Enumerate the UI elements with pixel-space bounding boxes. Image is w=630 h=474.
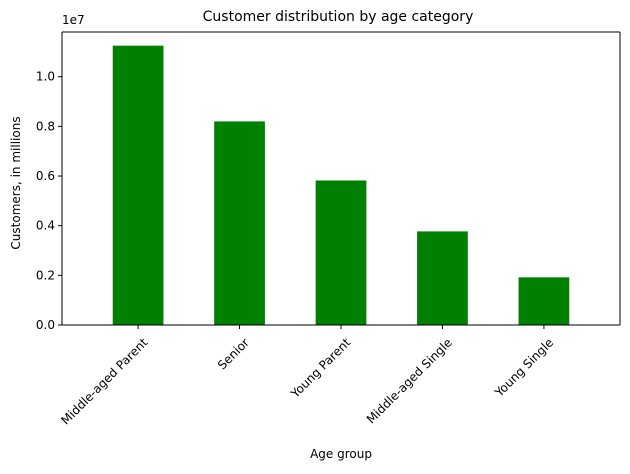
x-tick-label-1: Senior — [215, 335, 252, 372]
bar-0 — [112, 45, 164, 325]
y-tick-label-2: 0.4 — [36, 219, 55, 233]
bar-3 — [417, 231, 468, 325]
x-axis-label: Age group — [310, 447, 372, 461]
y-axis-label: Customers, in millions — [9, 116, 23, 249]
x-tick-label-2: Young Parent — [287, 335, 353, 401]
chart-title: Customer distribution by age category — [203, 9, 474, 25]
y-axis-ticks: 0.0 0.2 0.4 0.6 0.8 1.0 — [36, 70, 62, 332]
y-tick-label-4: 0.8 — [36, 119, 55, 133]
y-tick-label-5: 1.0 — [36, 70, 55, 84]
y-tick-label-1: 0.2 — [36, 268, 55, 282]
bar-2 — [315, 180, 367, 325]
bar-1 — [214, 121, 265, 325]
y-tick-label-0: 0.0 — [36, 318, 55, 332]
bars — [112, 45, 570, 325]
y-axis-offset-text: 1e7 — [62, 13, 85, 27]
x-tick-label-3: Middle-aged Single — [364, 335, 455, 426]
x-tick-label-0: Middle-aged Parent — [58, 335, 150, 427]
x-axis-ticks: Middle-aged Parent Senior Young Parent Midd… — [58, 325, 556, 427]
x-tick-label-4: Young Single — [491, 335, 556, 400]
bar-4 — [518, 277, 570, 325]
y-tick-label-3: 0.6 — [36, 169, 55, 183]
